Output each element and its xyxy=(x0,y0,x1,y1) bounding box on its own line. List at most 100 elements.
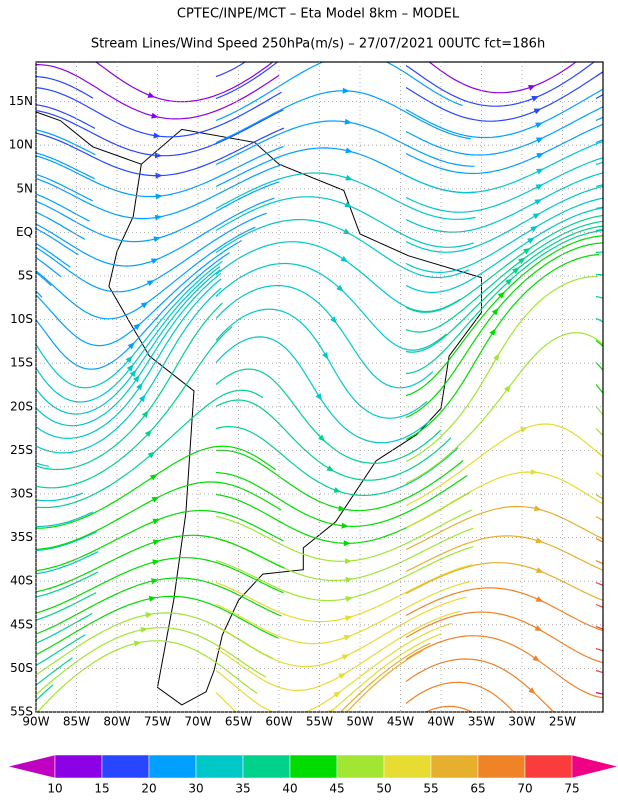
stream-arrow xyxy=(532,655,540,662)
streamline xyxy=(215,581,471,645)
lon-label: 50W xyxy=(346,715,373,729)
stream-arrow xyxy=(491,308,499,316)
stream-arrow xyxy=(155,193,163,200)
lat-label: 45S xyxy=(10,617,33,631)
lon-label: 70W xyxy=(184,715,211,729)
streamline xyxy=(36,260,223,389)
streamline xyxy=(0,0,32,53)
stream-arrow xyxy=(336,284,344,292)
colorbar-box xyxy=(101,754,150,779)
stream-arrow xyxy=(154,214,163,221)
streamline xyxy=(215,633,442,712)
streamline xyxy=(36,634,86,667)
streamline xyxy=(595,340,603,348)
lon-label: 90W xyxy=(22,715,49,729)
streamline xyxy=(595,625,603,630)
streamline xyxy=(0,0,37,69)
stream-arrow xyxy=(527,237,535,244)
stream-arrow xyxy=(533,108,542,115)
colorbar-label: 15 xyxy=(94,782,109,796)
stream-arrow xyxy=(138,394,146,402)
lon-label: 75W xyxy=(144,715,171,729)
colorbar-box xyxy=(54,754,103,779)
streamline xyxy=(405,587,603,632)
stream-arrow xyxy=(147,451,155,459)
streamline xyxy=(215,172,476,220)
streamline xyxy=(215,336,431,444)
streamline xyxy=(595,228,603,232)
streamline xyxy=(595,295,603,299)
stream-arrow xyxy=(535,122,543,129)
stream-arrow xyxy=(330,316,337,324)
stream-arrow xyxy=(345,576,353,583)
streamline xyxy=(596,620,618,716)
stream-arrow xyxy=(536,152,544,159)
lon-label: 25W xyxy=(549,715,576,729)
stream-arrow xyxy=(528,687,536,695)
stream-arrow xyxy=(531,96,539,102)
stream-arrow xyxy=(333,487,342,493)
streamline xyxy=(405,123,603,175)
colorbar-label: 65 xyxy=(470,782,485,796)
lat-label: 35S xyxy=(10,530,33,544)
streamline xyxy=(215,368,442,464)
colorbar-box xyxy=(430,754,479,779)
streamline xyxy=(36,271,52,287)
stream-arrow xyxy=(534,625,543,632)
streamline xyxy=(346,650,423,712)
stream-arrow xyxy=(140,626,148,633)
streamline xyxy=(36,571,99,598)
lat-label: 15S xyxy=(10,356,33,370)
stream-arrow xyxy=(535,537,544,544)
streamline xyxy=(36,239,243,347)
streamline xyxy=(595,669,603,674)
streamline xyxy=(215,62,463,122)
streamline xyxy=(0,0,49,86)
stream-arrow xyxy=(530,225,538,233)
stream-arrow xyxy=(535,137,544,144)
streamline xyxy=(595,472,603,479)
streamline xyxy=(36,302,223,471)
streamline xyxy=(36,492,84,502)
streamline xyxy=(424,705,473,712)
streamline xyxy=(595,251,603,254)
lat-label: 10N xyxy=(9,138,33,152)
colorbar-label: 10 xyxy=(47,782,62,796)
streamline xyxy=(36,163,283,220)
streamline xyxy=(36,389,264,509)
stream-arrow xyxy=(342,87,350,94)
stream-arrow xyxy=(146,280,155,287)
stream-arrow xyxy=(497,291,505,299)
stream-arrow xyxy=(152,518,161,525)
streamline xyxy=(595,273,603,276)
streamline xyxy=(215,622,452,712)
streamline xyxy=(405,172,603,233)
streamline xyxy=(36,269,221,415)
stream-arrow xyxy=(151,578,159,585)
colorbar-label: 50 xyxy=(376,782,391,796)
streamline xyxy=(595,317,603,323)
stream-arrow xyxy=(149,474,158,481)
stream-arrow xyxy=(493,353,500,362)
stream-arrow xyxy=(343,540,351,547)
streamline xyxy=(405,505,603,551)
stream-arrow xyxy=(326,465,335,472)
stream-arrow xyxy=(505,278,513,286)
lat-label: 5S xyxy=(18,269,33,283)
streamline xyxy=(595,493,603,500)
streamline xyxy=(36,242,71,268)
stream-arrow xyxy=(333,691,341,698)
stream-arrow xyxy=(141,410,149,418)
lat-label: 50S xyxy=(10,661,33,675)
streamline xyxy=(405,157,603,213)
stream-arrow xyxy=(125,355,133,364)
stream-arrow xyxy=(528,85,536,91)
streamline xyxy=(405,681,515,712)
streamline xyxy=(215,527,474,582)
streamline xyxy=(36,534,285,593)
streamline xyxy=(405,71,603,122)
streamline xyxy=(215,471,468,528)
stream-arrow xyxy=(147,92,156,98)
streamline xyxy=(215,546,474,602)
